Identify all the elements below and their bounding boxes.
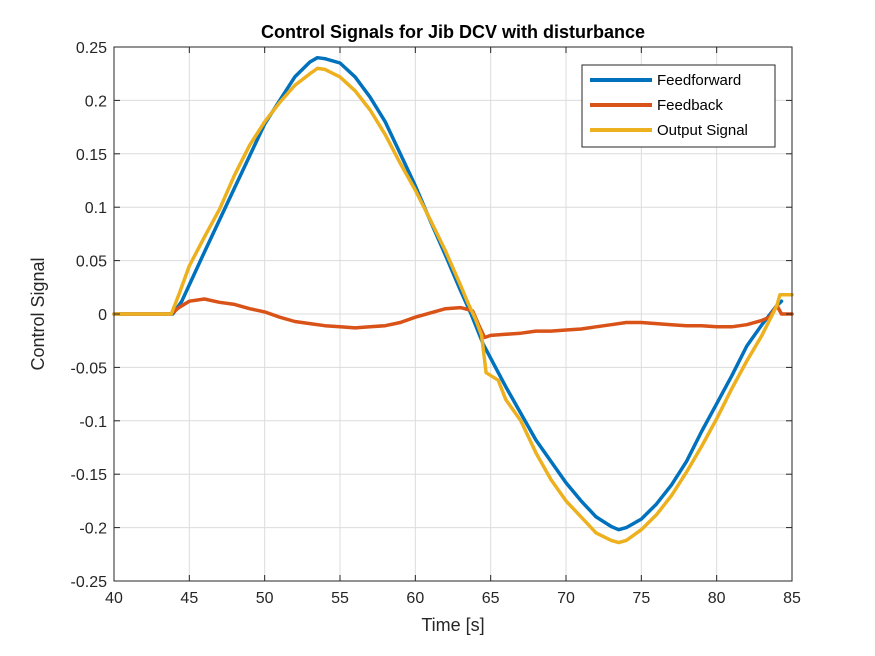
y-axis-label: Control Signal — [28, 257, 48, 370]
legend-label-output-signal: Output Signal — [657, 122, 748, 139]
y-tick-label: -0.05 — [71, 360, 108, 377]
series-layer — [112, 55, 794, 545]
legend-label-feedforward: Feedforward — [657, 72, 741, 89]
y-tick-label: -0.25 — [71, 574, 108, 591]
ticks: 40 45 50 55 60 65 70 75 80 85 -0.25 -0.2 -0.15 -0.1 -0… — [71, 40, 801, 607]
y-tick-label: 0 — [98, 307, 107, 324]
x-axis-label: Time [s] — [421, 615, 484, 635]
x-tick-label: 55 — [331, 590, 349, 607]
y-tick-label: 0.25 — [76, 40, 107, 57]
series-line-output-signal — [112, 66, 794, 545]
legend: Feedforward Feedback Output Signal — [581, 64, 776, 148]
y-tick-label: -0.2 — [79, 521, 107, 538]
grid — [113, 46, 793, 582]
x-tick-label: 70 — [557, 590, 575, 607]
x-tick-label: 80 — [708, 590, 726, 607]
x-tick-label: 85 — [783, 590, 801, 607]
x-tick-label: 45 — [180, 590, 198, 607]
x-tick-label: 65 — [482, 590, 500, 607]
legend-label-feedback: Feedback — [657, 97, 723, 114]
series-line-feedforward — [112, 55, 784, 532]
y-tick-label: 0.15 — [76, 147, 107, 164]
y-tick-label: -0.1 — [79, 414, 107, 431]
x-tick-label: 50 — [256, 590, 274, 607]
y-tick-label: -0.15 — [71, 467, 108, 484]
chart-title: Control Signals for Jib DCV with disturb… — [261, 22, 645, 42]
y-tick-label: 0.2 — [85, 93, 107, 110]
y-tick-label: 0.05 — [76, 254, 107, 271]
x-tick-label: 40 — [105, 590, 123, 607]
x-tick-label: 75 — [632, 590, 650, 607]
y-tick-label: 0.1 — [85, 200, 107, 217]
x-tick-label: 60 — [406, 590, 424, 607]
